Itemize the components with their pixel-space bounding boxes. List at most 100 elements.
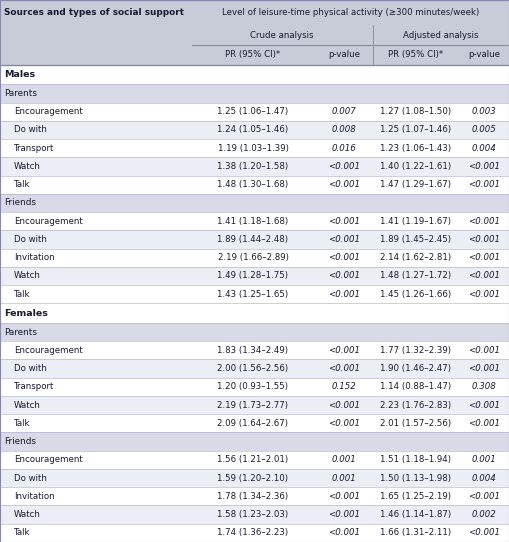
Text: <0.001: <0.001: [468, 419, 500, 428]
Text: <0.001: <0.001: [328, 364, 360, 373]
Text: 0.002: 0.002: [472, 510, 496, 519]
Text: Do with: Do with: [14, 474, 47, 482]
Text: 1.74 (1.36–2.23): 1.74 (1.36–2.23): [217, 528, 289, 537]
Text: 0.008: 0.008: [332, 125, 356, 134]
Bar: [0, 304, 509, 323]
Text: 2.09 (1.64–2.67): 2.09 (1.64–2.67): [217, 419, 289, 428]
Bar: [0, 451, 509, 469]
Text: 1.43 (1.25–1.65): 1.43 (1.25–1.65): [217, 289, 289, 299]
Text: Talk: Talk: [14, 419, 31, 428]
Text: <0.001: <0.001: [468, 253, 500, 262]
Text: 1.65 (1.25–2.19): 1.65 (1.25–2.19): [381, 492, 451, 501]
Text: 2.19 (1.73–2.77): 2.19 (1.73–2.77): [217, 401, 289, 410]
Text: 1.77 (1.32–2.39): 1.77 (1.32–2.39): [381, 346, 451, 355]
Text: 0.001: 0.001: [332, 455, 356, 464]
Text: 1.14 (0.88–1.47): 1.14 (0.88–1.47): [380, 382, 451, 391]
Text: Do with: Do with: [14, 235, 47, 244]
Text: 1.40 (1.22–1.61): 1.40 (1.22–1.61): [380, 162, 451, 171]
Text: <0.001: <0.001: [328, 401, 360, 410]
Bar: [0, 25, 509, 45]
Text: Talk: Talk: [14, 289, 31, 299]
Bar: [0, 157, 509, 176]
Text: 1.66 (1.31–2.11): 1.66 (1.31–2.11): [380, 528, 451, 537]
Text: 1.51 (1.18–1.94): 1.51 (1.18–1.94): [381, 455, 451, 464]
Text: <0.001: <0.001: [328, 235, 360, 244]
Text: Males: Males: [4, 70, 35, 79]
Text: Invitation: Invitation: [14, 253, 54, 262]
Text: <0.001: <0.001: [468, 401, 500, 410]
Text: p-value: p-value: [328, 50, 360, 59]
Bar: [0, 359, 509, 378]
Bar: [0, 64, 509, 84]
Text: 1.19 (1.03–1.39): 1.19 (1.03–1.39): [217, 144, 289, 153]
Text: Transport: Transport: [14, 382, 54, 391]
Text: <0.001: <0.001: [328, 162, 360, 171]
Text: <0.001: <0.001: [468, 162, 500, 171]
Text: 1.48 (1.27–1.72): 1.48 (1.27–1.72): [380, 272, 451, 280]
Text: 0.004: 0.004: [472, 474, 496, 482]
Text: 1.23 (1.06–1.43): 1.23 (1.06–1.43): [380, 144, 451, 153]
Text: Do with: Do with: [14, 364, 47, 373]
Text: Watch: Watch: [14, 162, 41, 171]
Text: 1.41 (1.19–1.67): 1.41 (1.19–1.67): [381, 217, 451, 225]
Bar: [0, 341, 509, 359]
Bar: [0, 396, 509, 414]
Text: 1.89 (1.45–2.45): 1.89 (1.45–2.45): [381, 235, 451, 244]
Text: 2.01 (1.57–2.56): 2.01 (1.57–2.56): [380, 419, 451, 428]
Text: 1.78 (1.34–2.36): 1.78 (1.34–2.36): [217, 492, 289, 501]
Text: 1.45 (1.26–1.66): 1.45 (1.26–1.66): [380, 289, 451, 299]
Text: 1.47 (1.29–1.67): 1.47 (1.29–1.67): [381, 180, 451, 189]
Text: 1.24 (1.05–1.46): 1.24 (1.05–1.46): [217, 125, 289, 134]
Text: <0.001: <0.001: [468, 492, 500, 501]
Bar: [0, 121, 509, 139]
Bar: [0, 433, 509, 451]
Bar: [0, 378, 509, 396]
Bar: [0, 414, 509, 433]
Text: <0.001: <0.001: [468, 217, 500, 225]
Text: 1.41 (1.18–1.68): 1.41 (1.18–1.68): [217, 217, 289, 225]
Text: PR (95% CI)*: PR (95% CI)*: [225, 50, 280, 59]
Text: <0.001: <0.001: [328, 528, 360, 537]
Text: Encouragement: Encouragement: [14, 455, 83, 464]
Text: 1.58 (1.23–2.03): 1.58 (1.23–2.03): [217, 510, 289, 519]
Bar: [0, 212, 509, 230]
Text: Adjusted analysis: Adjusted analysis: [403, 30, 479, 40]
Text: Parents: Parents: [4, 327, 37, 337]
Text: <0.001: <0.001: [468, 346, 500, 355]
Bar: [0, 84, 509, 102]
Text: PR (95% CI)*: PR (95% CI)*: [388, 50, 443, 59]
Text: Crude analysis: Crude analysis: [250, 30, 314, 40]
Text: 0.005: 0.005: [472, 125, 496, 134]
Text: Friends: Friends: [4, 437, 36, 446]
Text: 1.38 (1.20–1.58): 1.38 (1.20–1.58): [217, 162, 289, 171]
Text: 1.49 (1.28–1.75): 1.49 (1.28–1.75): [217, 272, 289, 280]
Text: Watch: Watch: [14, 510, 41, 519]
Text: Watch: Watch: [14, 401, 41, 410]
Bar: [0, 176, 509, 194]
Text: 0.308: 0.308: [472, 382, 496, 391]
Text: <0.001: <0.001: [328, 289, 360, 299]
Text: Friends: Friends: [4, 198, 36, 208]
Text: 0.152: 0.152: [332, 382, 356, 391]
Bar: [0, 285, 509, 304]
Text: <0.001: <0.001: [468, 364, 500, 373]
Bar: [0, 506, 509, 524]
Bar: [0, 194, 509, 212]
Text: <0.001: <0.001: [328, 217, 360, 225]
Text: 0.001: 0.001: [472, 455, 496, 464]
Text: <0.001: <0.001: [328, 419, 360, 428]
Text: Females: Females: [4, 308, 48, 318]
Bar: [0, 0, 509, 25]
Text: Encouragement: Encouragement: [14, 107, 83, 116]
Text: 1.20 (0.93–1.55): 1.20 (0.93–1.55): [217, 382, 289, 391]
Text: p-value: p-value: [468, 50, 500, 59]
Text: Watch: Watch: [14, 272, 41, 280]
Text: 1.83 (1.34–2.49): 1.83 (1.34–2.49): [217, 346, 289, 355]
Text: 1.90 (1.46–2.47): 1.90 (1.46–2.47): [381, 364, 451, 373]
Bar: [0, 323, 509, 341]
Bar: [0, 230, 509, 249]
Text: <0.001: <0.001: [328, 180, 360, 189]
Text: 1.56 (1.21–2.01): 1.56 (1.21–2.01): [217, 455, 289, 464]
Text: <0.001: <0.001: [328, 510, 360, 519]
Text: 1.89 (1.44–2.48): 1.89 (1.44–2.48): [217, 235, 289, 244]
